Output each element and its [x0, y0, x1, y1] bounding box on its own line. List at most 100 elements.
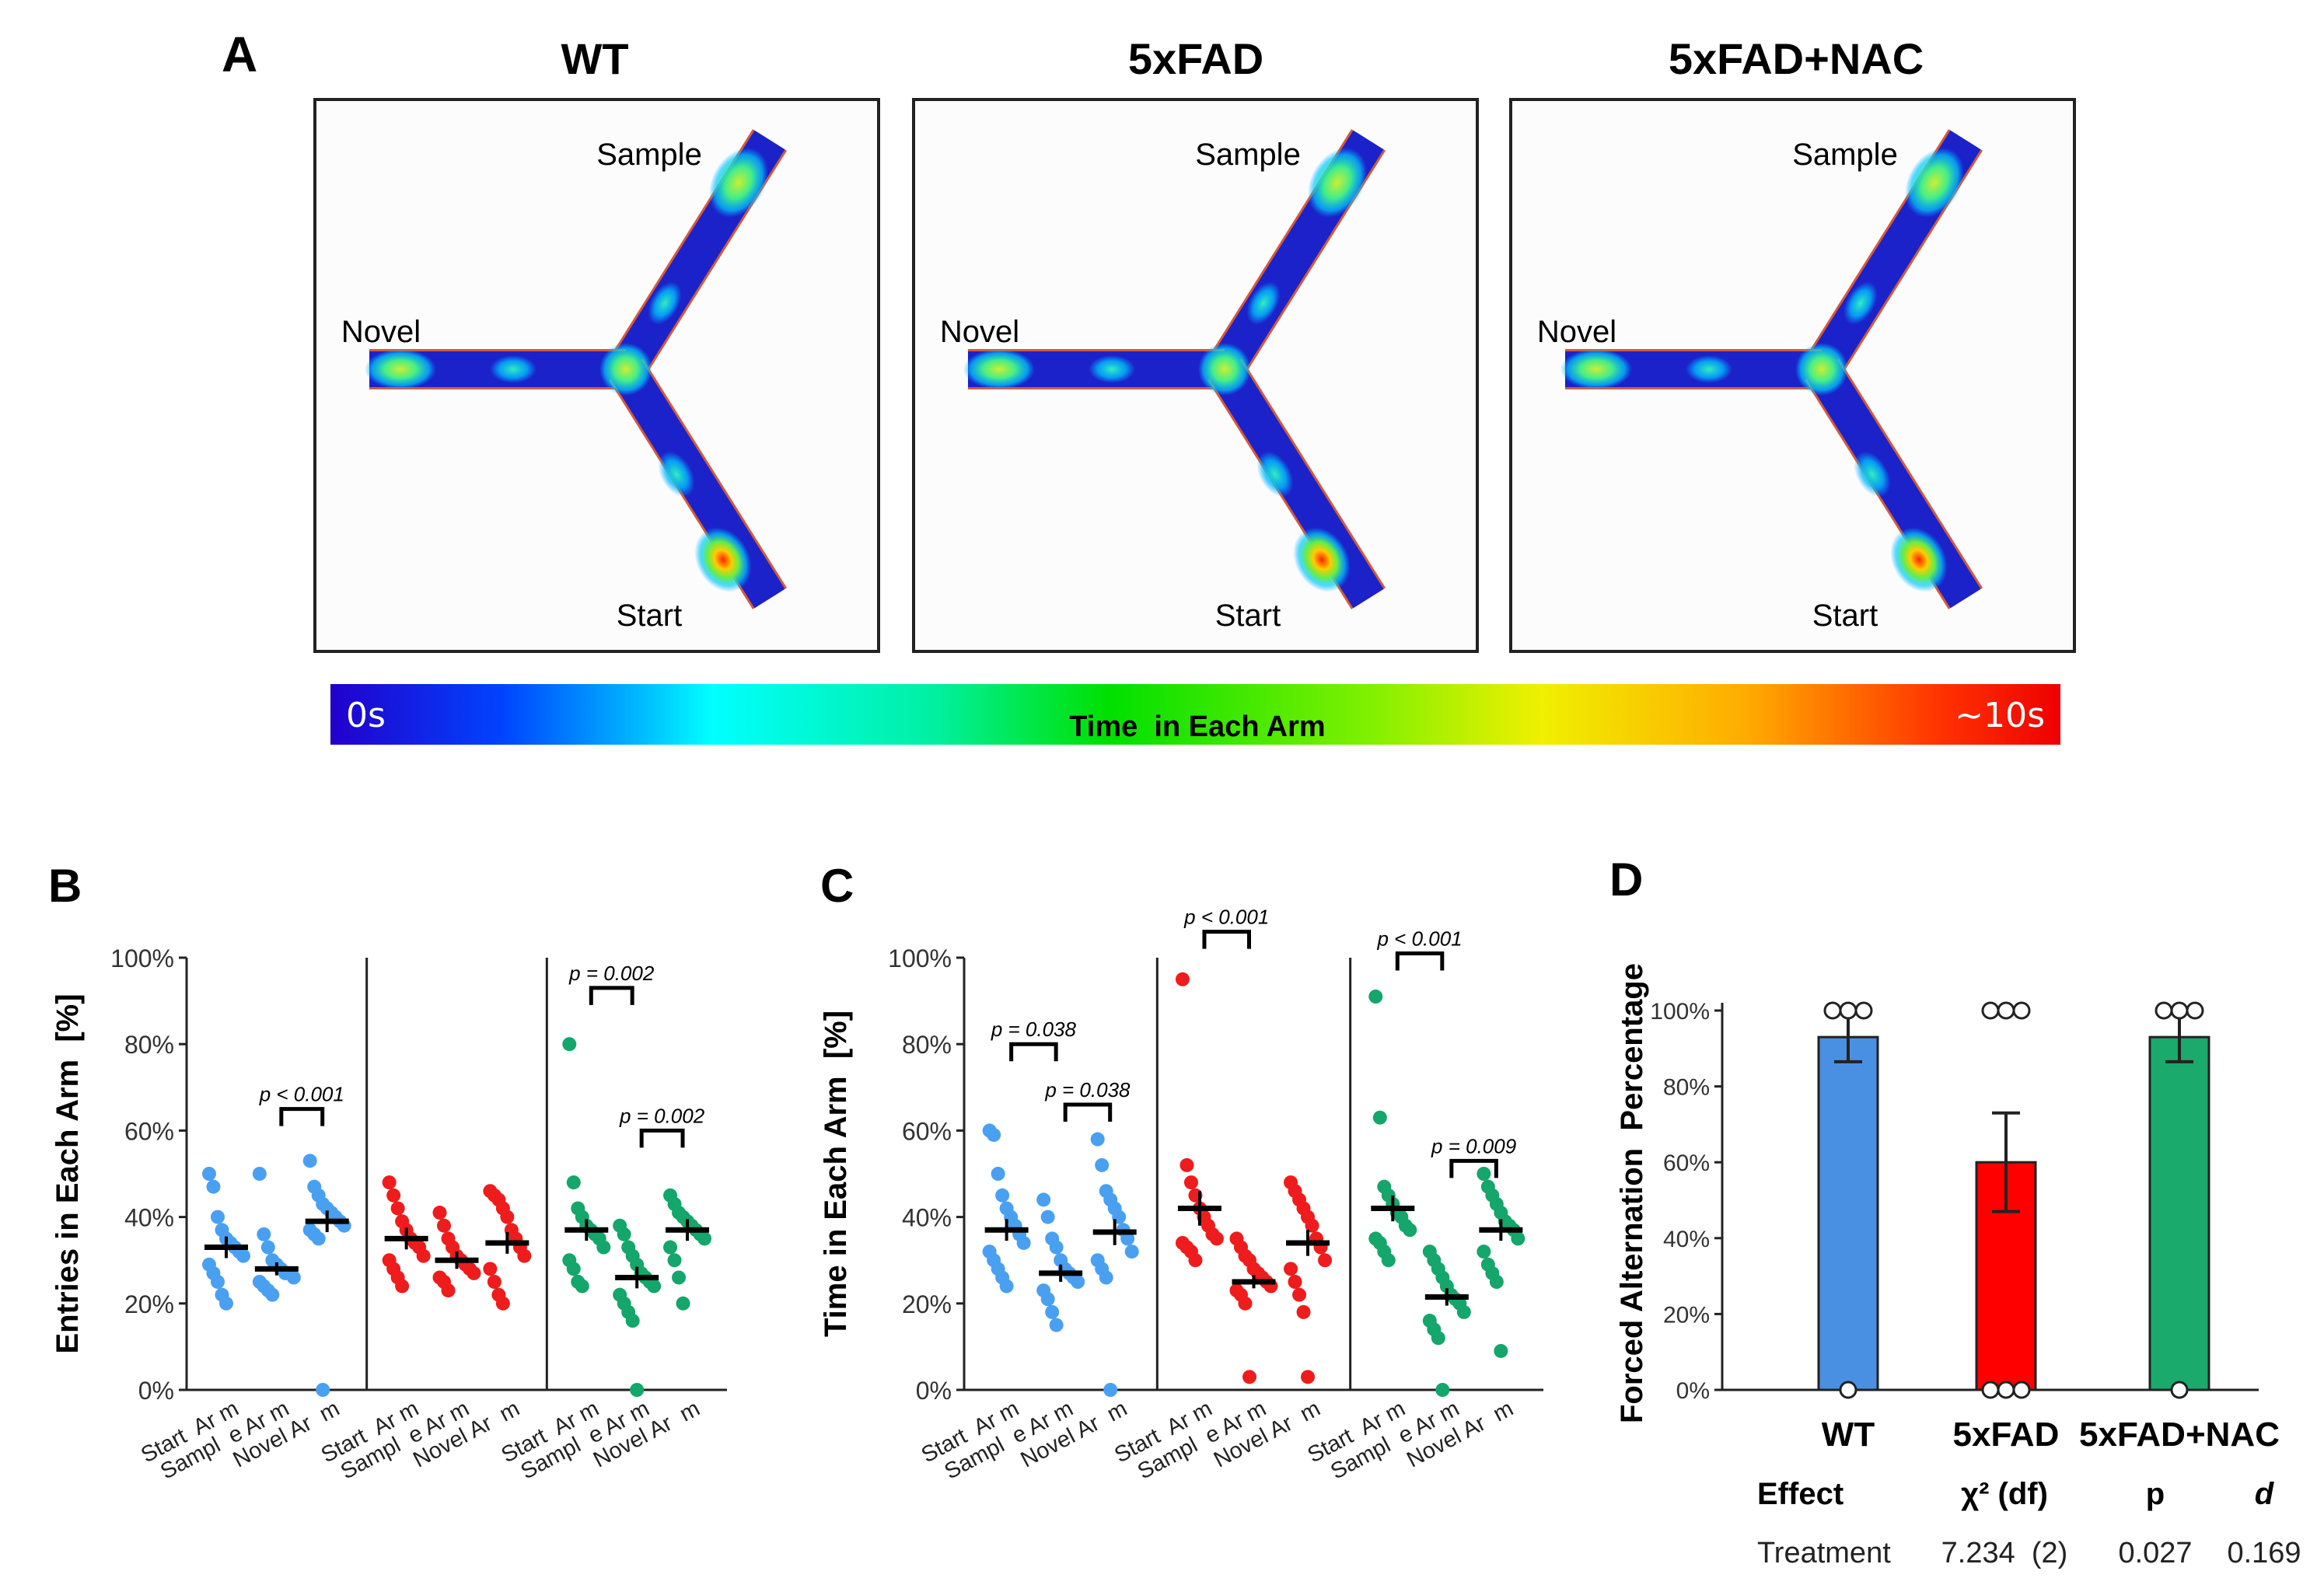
data-point — [2012, 1001, 2031, 1020]
data-point — [432, 1206, 447, 1220]
data-point — [210, 1210, 225, 1224]
data-point — [1854, 1001, 1873, 1020]
data-point — [1095, 1157, 1110, 1172]
maze-label-novel: Novel — [1537, 315, 1616, 349]
significance-bracket — [1449, 1158, 1498, 1178]
stats-table-cell: Treatment — [1757, 1537, 1891, 1569]
data-point — [1372, 1110, 1387, 1125]
data-point — [390, 1201, 405, 1216]
data-point — [667, 1253, 682, 1268]
y-tick-label: 100% — [888, 944, 952, 972]
maze-label-start: Start — [1812, 599, 1878, 633]
data-point — [566, 1175, 581, 1190]
significance-label: p = 0.002 — [619, 1104, 705, 1127]
data-point — [1477, 1167, 1491, 1181]
data-point — [1301, 1370, 1316, 1384]
significance-bracket — [589, 986, 634, 1005]
y-axis-label: Entries in Each Arm [%] — [51, 993, 85, 1353]
hotspot-novel-mid — [1089, 355, 1135, 383]
data-point — [1368, 990, 1383, 1004]
data-point — [1049, 1240, 1064, 1255]
data-point — [566, 1262, 581, 1276]
x-category-label: 5xFAD — [1953, 1416, 2060, 1454]
data-point — [1318, 1253, 1333, 1268]
hotspot-sample-mid — [648, 281, 682, 325]
hotspot-novel-mid — [490, 355, 536, 383]
data-point — [999, 1279, 1014, 1293]
hotspot-center — [599, 343, 652, 396]
hotspot-sample-mid — [1843, 281, 1878, 325]
data-point — [1242, 1370, 1256, 1384]
data-point — [1981, 1001, 2000, 1020]
data-point — [2186, 1001, 2204, 1020]
data-point — [2170, 1001, 2189, 1020]
data-point — [206, 1179, 221, 1194]
colorbar-max-label: ~10s — [1955, 696, 2045, 735]
y-tick-label: 0% — [1676, 1378, 1710, 1404]
data-point — [1071, 1275, 1085, 1289]
bar — [2148, 1035, 2210, 1391]
data-point — [1040, 1292, 1055, 1307]
hotspot-center — [1198, 343, 1251, 396]
stats-table-header: Effect — [1757, 1477, 1843, 1511]
data-point — [1099, 1270, 1113, 1285]
data-point — [1403, 1223, 1417, 1238]
y-tick-label: 80% — [124, 1031, 174, 1059]
data-point — [487, 1275, 501, 1289]
colorbar-title: Time in Each Arm — [1069, 710, 1325, 743]
hotspot-novel — [963, 349, 1035, 389]
data-point — [1036, 1192, 1051, 1207]
data-point — [495, 1296, 510, 1311]
data-point — [1045, 1304, 1060, 1319]
data-point — [1997, 1001, 2015, 1020]
y-tick-label: 0% — [138, 1377, 174, 1405]
hotspot-start-mid — [658, 451, 695, 497]
data-point — [1381, 1253, 1396, 1268]
hotspot-novel — [1560, 349, 1632, 389]
data-point — [1238, 1296, 1253, 1311]
hotspot-start-mid — [1854, 451, 1891, 497]
maze-title-0: WT — [561, 34, 628, 83]
data-point — [2155, 1001, 2173, 1020]
y-tick-label: 40% — [1663, 1227, 1710, 1252]
panel-a-letter: A — [222, 26, 257, 82]
data-point — [483, 1262, 498, 1276]
data-point — [697, 1231, 712, 1246]
data-point — [987, 1127, 1001, 1142]
data-point — [1124, 1245, 1139, 1259]
maze-label-start: Start — [617, 599, 682, 633]
data-point — [441, 1283, 456, 1298]
maze-title-1: 5xFAD — [1128, 34, 1263, 83]
data-point — [1284, 1262, 1298, 1276]
stats-table-cell: 0.027 — [2118, 1537, 2192, 1569]
hotspot-sample-mid — [1246, 281, 1281, 325]
data-point — [663, 1240, 678, 1255]
significance-label: p < 0.001 — [1183, 906, 1269, 929]
data-point — [1188, 1253, 1203, 1268]
data-point — [1288, 1275, 1302, 1289]
data-point — [1209, 1231, 1224, 1246]
panel-letter: B — [48, 860, 82, 912]
data-point — [1183, 1175, 1198, 1190]
maze-title-2: 5xFAD+NAC — [1669, 34, 1924, 83]
hotspot-sample — [1308, 148, 1367, 218]
data-point — [2170, 1381, 2189, 1399]
maze-label-sample: Sample — [596, 138, 702, 172]
data-point — [210, 1275, 225, 1289]
bar — [1817, 1035, 1879, 1391]
data-point — [1175, 972, 1190, 986]
data-point — [676, 1296, 690, 1311]
y-tick-label: 100% — [110, 944, 174, 972]
data-point — [311, 1231, 326, 1246]
x-category-label: 5xFAD+NAC — [2079, 1416, 2280, 1454]
maze-label-sample: Sample — [1195, 138, 1301, 172]
data-point — [575, 1279, 589, 1293]
data-point — [517, 1248, 532, 1263]
y-axis-label: Forced Alternation Percentage — [1615, 963, 1649, 1423]
hotspot-start — [1890, 527, 1948, 592]
stats-table-cell: 0.169 — [2227, 1537, 2301, 1569]
hotspot-start-mid — [1256, 451, 1294, 497]
y-tick-label: 60% — [902, 1117, 952, 1145]
data-point — [1090, 1132, 1105, 1147]
significance-label: p = 0.009 — [1431, 1134, 1516, 1157]
